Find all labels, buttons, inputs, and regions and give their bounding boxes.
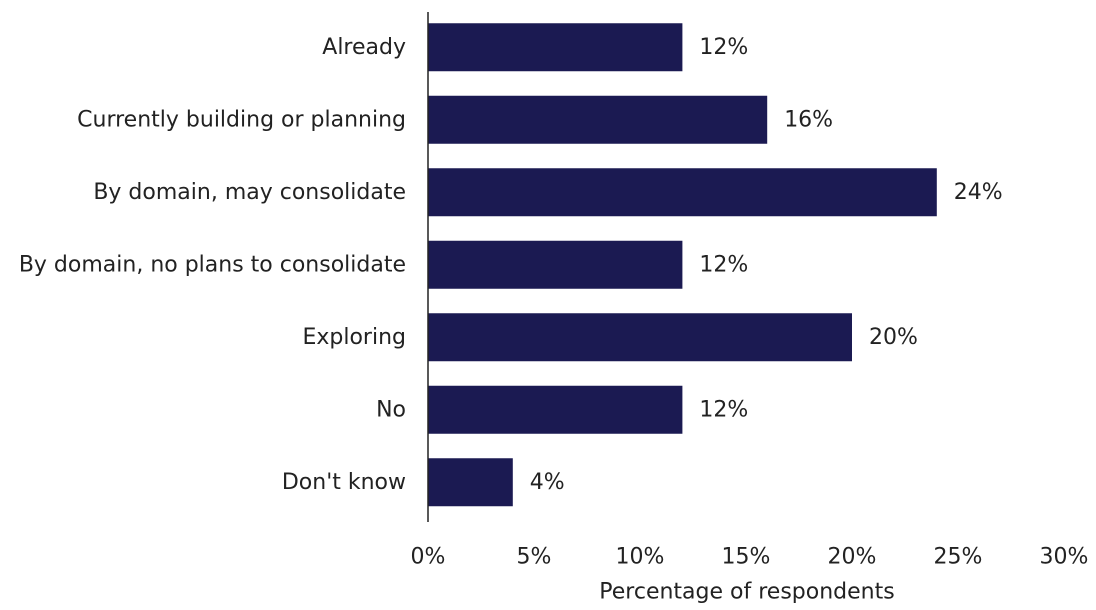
bar (428, 168, 937, 217)
value-labels-group: 12% 16% 24% 12% 20% 12% 4% (530, 35, 1003, 495)
x-tick-label: 10% (616, 545, 665, 570)
category-labels-group: Already Currently building or planning By … (19, 35, 406, 495)
category-label: By domain, no plans to consolidate (19, 252, 406, 277)
x-axis-title: Percentage of respondents (599, 580, 894, 605)
bar (428, 385, 683, 434)
value-label: 12% (699, 252, 748, 277)
value-label: 24% (954, 180, 1003, 205)
bar (428, 313, 852, 362)
x-tick-label: 5% (517, 545, 552, 570)
bar (428, 23, 683, 72)
category-label: Exploring (302, 325, 406, 350)
x-tick-label: 25% (934, 545, 983, 570)
value-label: 20% (869, 325, 918, 350)
value-label: 4% (530, 470, 565, 495)
x-tick-labels-group: 0% 5% 10% 15% 20% 25% 30% (411, 545, 1089, 570)
category-label: By domain, may consolidate (93, 180, 406, 205)
value-label: 12% (699, 397, 748, 422)
bars-group (428, 23, 937, 507)
x-tick-label: 15% (722, 545, 771, 570)
value-label: 16% (784, 107, 833, 132)
x-tick-label: 0% (411, 545, 446, 570)
category-label: Currently building or planning (77, 107, 406, 132)
category-label: Already (322, 35, 406, 60)
category-label: Don't know (282, 470, 406, 495)
bar (428, 240, 683, 289)
x-tick-label: 30% (1040, 545, 1089, 570)
bar (428, 95, 768, 144)
value-label: 12% (699, 35, 748, 60)
bar (428, 458, 513, 507)
category-label: No (376, 397, 406, 422)
x-tick-label: 20% (828, 545, 877, 570)
